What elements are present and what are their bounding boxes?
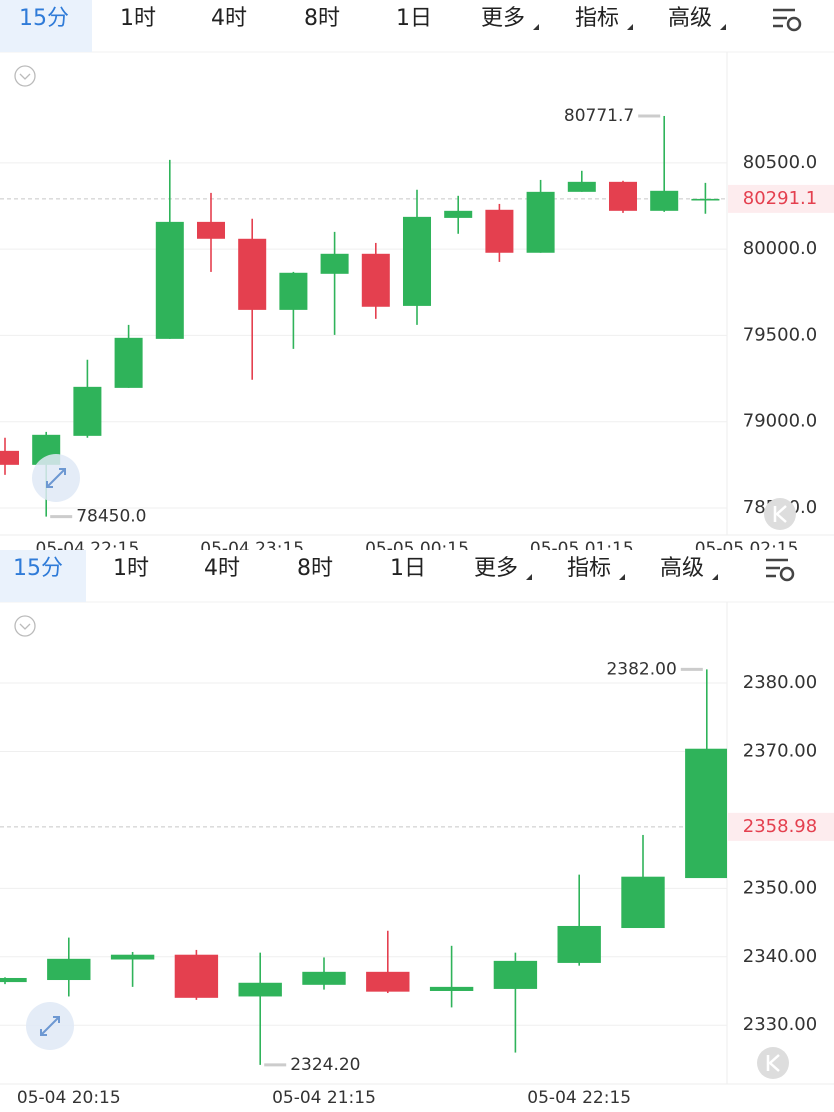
candle-body	[444, 210, 473, 218]
candle-body	[114, 337, 143, 388]
tab[interactable]: 8时	[304, 6, 340, 31]
candle-body	[402, 216, 432, 306]
tab[interactable]: 1时	[113, 556, 149, 581]
candle-body	[320, 253, 349, 274]
y-tick-label: 2350.00	[743, 877, 817, 898]
last-price-badge	[728, 184, 834, 213]
settings-gear	[786, 16, 802, 32]
candle-body	[238, 238, 267, 310]
reset-icon	[766, 1054, 780, 1072]
collapse-icon[interactable]	[14, 65, 36, 87]
max-label: 2382.00	[606, 659, 676, 679]
tab[interactable]: 8时	[297, 556, 333, 581]
candle-body	[361, 253, 390, 307]
candle-body	[567, 181, 596, 192]
active-tab-bg	[0, 550, 86, 602]
expand-icon	[46, 468, 66, 488]
y-tick-label: 79500.0	[743, 324, 817, 345]
tab[interactable]: 更多	[474, 556, 518, 581]
candle-body	[691, 198, 720, 201]
toolbar	[0, 550, 834, 602]
candle-body	[47, 958, 91, 981]
candle-body	[685, 748, 727, 879]
candle-body	[608, 181, 638, 211]
candle-body	[0, 450, 20, 465]
candle-body	[174, 954, 219, 998]
tab[interactable]: 更多	[481, 6, 525, 31]
candle-body	[621, 876, 665, 929]
tab[interactable]: 1时	[120, 6, 156, 31]
dropdown-caret	[533, 24, 539, 30]
settings-icon[interactable]	[773, 8, 795, 28]
candle-body	[485, 209, 514, 253]
candle-body	[302, 971, 346, 985]
candle-body	[155, 221, 184, 339]
last-price-label: 80291.1	[743, 188, 817, 209]
dropdown-caret	[526, 574, 532, 580]
candle-body	[366, 971, 410, 992]
collapse-chevron	[19, 73, 31, 80]
candle-body	[73, 386, 102, 436]
last-price-badge	[728, 812, 834, 841]
dropdown-caret	[712, 574, 718, 580]
y-tick-label: 2330.00	[743, 1014, 817, 1035]
dropdown-caret	[627, 24, 633, 30]
candle-body	[238, 982, 282, 997]
candle-body	[279, 272, 308, 310]
x-tick-label: 05-04 21:15	[272, 1088, 376, 1108]
y-tick-label: 2340.00	[743, 946, 817, 967]
active-tab[interactable]: 15分	[13, 556, 63, 581]
y-tick-label: 80500.0	[743, 152, 817, 173]
min-label: 78450.0	[76, 507, 146, 527]
max-label: 80771.7	[564, 106, 634, 126]
active-tab[interactable]: 15分	[19, 6, 69, 31]
candle-body	[493, 960, 538, 989]
dropdown-caret	[720, 24, 726, 30]
tab[interactable]: 1日	[396, 6, 432, 31]
active-tab-bg	[0, 0, 92, 52]
reset-icon	[773, 505, 787, 523]
dropdown-caret	[619, 574, 625, 580]
settings-icon[interactable]	[766, 558, 788, 578]
tab[interactable]: 4时	[204, 556, 240, 581]
candle-body	[196, 221, 226, 239]
reset-button[interactable]	[757, 1047, 789, 1079]
y-tick-label: 2370.00	[743, 740, 817, 761]
collapse-icon[interactable]	[14, 615, 36, 637]
candles	[0, 115, 720, 517]
candle-body	[557, 925, 601, 963]
candle-body	[526, 191, 555, 253]
expand-icon	[40, 1016, 60, 1036]
tab[interactable]: 1日	[390, 556, 426, 581]
candle-body	[650, 190, 679, 211]
tab[interactable]: 指标	[567, 556, 611, 581]
y-tick-label: 2380.00	[743, 672, 817, 693]
toolbar	[0, 0, 834, 52]
y-tick-label: 79000.0	[743, 411, 817, 432]
y-tick-label: 80000.0	[743, 238, 817, 259]
last-price-label: 2358.98	[743, 816, 817, 837]
candles	[0, 669, 727, 1065]
tab[interactable]: 高级	[660, 556, 704, 581]
tab[interactable]: 指标	[575, 6, 619, 31]
candle-body	[429, 986, 474, 991]
collapse-chevron	[19, 623, 31, 630]
candle-body	[110, 954, 155, 960]
min-label: 2324.20	[290, 1055, 360, 1075]
x-tick-label: 05-04 20:15	[17, 1088, 121, 1108]
tab[interactable]: 4时	[211, 6, 247, 31]
candle-body	[0, 977, 27, 983]
x-tick-label: 05-04 22:15	[527, 1088, 631, 1108]
tab[interactable]: 高级	[668, 6, 712, 31]
reset-button[interactable]	[764, 498, 796, 530]
settings-gear	[779, 566, 795, 582]
